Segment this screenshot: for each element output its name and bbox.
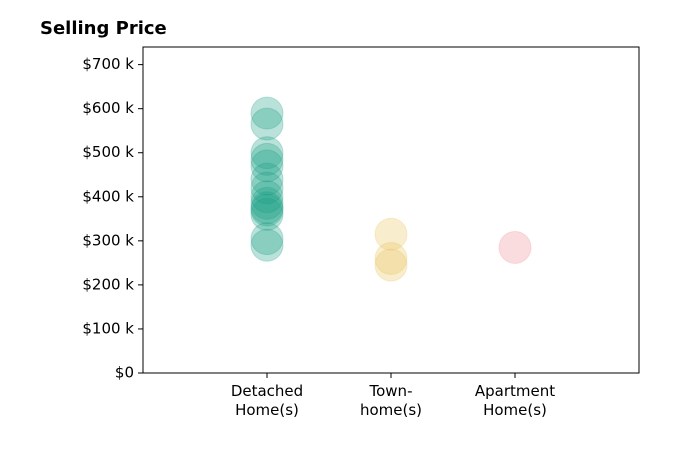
point — [250, 149, 284, 183]
y-tick-label: $400 k — [82, 187, 134, 205]
point — [374, 217, 408, 251]
point — [250, 193, 284, 227]
chart-title: Selling Price — [40, 18, 167, 39]
point — [250, 136, 284, 170]
point — [250, 162, 284, 196]
y-tick-label: $0 — [115, 364, 134, 382]
y-tick-label: $700 k — [82, 55, 134, 73]
point — [250, 228, 284, 262]
point — [250, 142, 284, 176]
point — [250, 171, 284, 205]
y-tick-label: $100 k — [82, 319, 134, 337]
point — [250, 180, 284, 214]
point — [250, 191, 284, 225]
x-tick-label: Town- home(s) — [359, 382, 423, 419]
x-tick-label: Detached Home(s) — [230, 382, 304, 419]
point — [250, 222, 284, 256]
point — [374, 248, 408, 282]
point — [250, 96, 284, 130]
point — [498, 230, 532, 264]
y-tick-label: $200 k — [82, 275, 134, 293]
y-tick-label: $500 k — [82, 143, 134, 161]
plot-frame — [142, 46, 640, 374]
x-tick-label: Apartment Home(s) — [474, 382, 556, 419]
point — [374, 241, 408, 275]
point — [250, 197, 284, 231]
point — [250, 186, 284, 220]
y-tick-label: $300 k — [82, 231, 134, 249]
y-tick-label: $600 k — [82, 99, 134, 117]
point — [250, 107, 284, 141]
